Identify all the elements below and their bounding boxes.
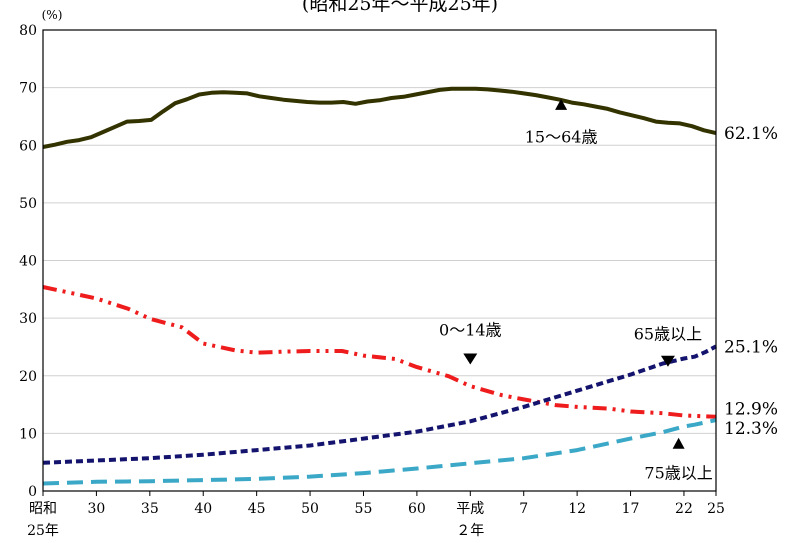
x-tick-label: 35 <box>141 501 159 517</box>
x-tick-label: 50 <box>301 501 319 517</box>
y-tick-label: 20 <box>19 369 37 385</box>
annotation-label-3: 65歳以上 <box>634 324 702 343</box>
annotation-marker-1 <box>555 98 568 110</box>
x-tick-label: 30 <box>87 501 105 517</box>
x-tick-label: 25 <box>707 501 725 517</box>
x-tick-label: 40 <box>194 501 212 517</box>
series-lines <box>42 86 717 486</box>
x-tick-label: 17 <box>622 501 640 517</box>
x-tick-label: 55 <box>355 501 373 517</box>
y-tick-label: 0 <box>28 484 37 500</box>
x-tick-label: 60 <box>408 501 426 517</box>
y-tick-label: 30 <box>19 311 37 327</box>
y-unit-label: (%) <box>42 8 63 22</box>
end-label-2: 12.9% <box>724 400 778 420</box>
series-line-2 <box>42 285 717 419</box>
series-line-1 <box>42 86 717 149</box>
annotations: 15～64歳 0～14歳 65歳以上 75歳以上 <box>439 98 713 482</box>
y-axis-ticks: 0 10 20 30 40 50 60 70 80 <box>19 23 37 500</box>
grid-lines <box>43 87 716 434</box>
y-tick-label: 50 <box>19 196 37 212</box>
end-label-1: 62.1% <box>724 124 778 144</box>
end-labels: 62.1% 12.9% 25.1% 12.3% <box>724 124 778 439</box>
series-line-4 <box>42 418 717 486</box>
annotation-label-2: 0～14歳 <box>439 320 502 339</box>
series-line-3 <box>42 344 717 465</box>
y-tick-label: 80 <box>19 23 37 39</box>
annotation-marker-4 <box>672 437 685 449</box>
plot-frame <box>42 29 717 492</box>
annotation-marker-3 <box>660 355 675 367</box>
x-tick-label: 22 <box>675 501 693 517</box>
x-tick-label: 45 <box>248 501 266 517</box>
y-tick-label: 60 <box>19 138 37 154</box>
x-tick-label: 7 <box>519 501 528 517</box>
chart-title: (昭和25年～平成25年) <box>302 0 498 15</box>
y-tick-label: 40 <box>19 254 37 270</box>
y-tick-label: 10 <box>19 426 37 442</box>
annotation-label-4: 75歳以上 <box>644 463 712 482</box>
annotation-marker-2 <box>463 353 478 365</box>
end-label-3: 25.1% <box>724 337 778 357</box>
x-tick-label: 平成 <box>456 501 484 517</box>
end-label-4: 12.3% <box>724 419 778 439</box>
x-tick-label: 昭和 <box>29 501 57 517</box>
x-tick-label: 12 <box>568 501 586 517</box>
x-tick-label-line2: ２年 <box>456 523 484 539</box>
x-axis-ticks: 昭和 25年 30 35 40 45 50 55 60 平成 ２年 7 12 17 22 25 <box>27 491 725 539</box>
annotation-label-1: 15～64歳 <box>525 127 598 146</box>
x-tick-label-line2: 25年 <box>27 523 59 539</box>
y-tick-label: 70 <box>19 81 37 97</box>
